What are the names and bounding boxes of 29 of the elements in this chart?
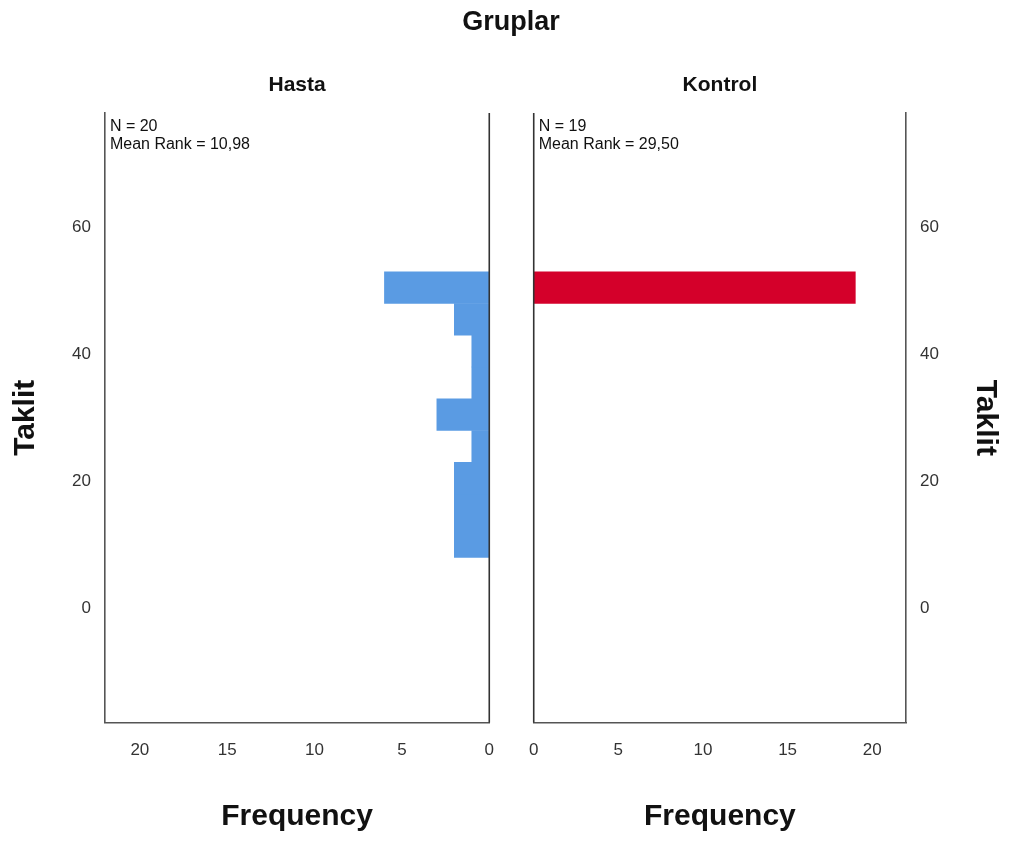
y-tick-label: 60 (71, 216, 91, 236)
x-tick-label: 10 (693, 740, 713, 760)
annotation: Mean Rank = 10,98 (109, 135, 251, 153)
chart-title: Gruplar (461, 6, 561, 37)
y-axis-title: Taklit (970, 379, 1004, 456)
x-tick-label: 0 (528, 740, 539, 760)
x-tick-label: 20 (130, 740, 150, 760)
x-tick-label: 5 (613, 740, 624, 760)
x-tick-label: 0 (484, 740, 495, 760)
annotation: N = 19 (538, 117, 587, 135)
chart-subtitle: Kontrol (682, 72, 758, 96)
y-tick-label: 20 (71, 470, 91, 490)
y-axis-title: Taklit (7, 379, 41, 456)
y-tick-label: 20 (920, 470, 940, 490)
x-axis-title: Frequency (221, 798, 374, 832)
x-axis-title: Frequency (644, 798, 797, 832)
y-tick-label: 0 (920, 597, 930, 617)
x-tick-label: 15 (217, 740, 237, 760)
annotation: Mean Rank = 29,50 (538, 135, 679, 153)
chart-subtitle: Hasta (268, 72, 326, 96)
y-tick-label: 40 (71, 343, 91, 363)
x-tick-label: 20 (862, 740, 882, 760)
y-tick-label: 0 (81, 597, 91, 617)
y-tick-label: 40 (920, 343, 940, 363)
x-tick-label: 15 (778, 740, 798, 760)
annotation: N = 20 (109, 117, 158, 135)
x-tick-label: 10 (305, 740, 325, 760)
x-tick-label: 5 (397, 740, 407, 760)
y-tick-label: 60 (920, 216, 940, 236)
